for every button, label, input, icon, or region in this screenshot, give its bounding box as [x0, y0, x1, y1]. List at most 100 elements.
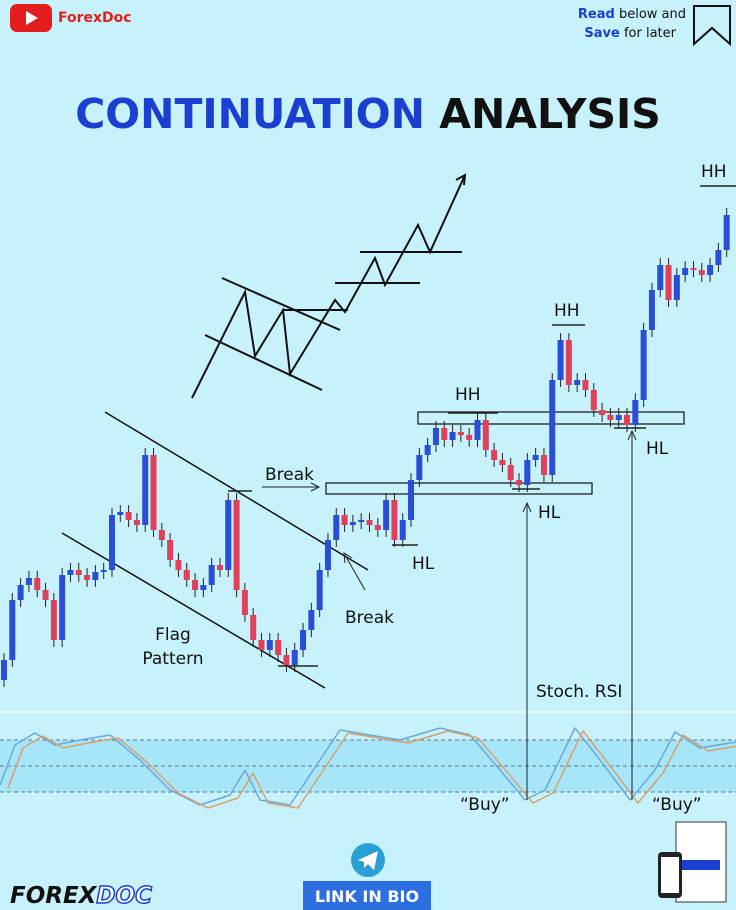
candle — [349, 522, 356, 525]
candle — [100, 570, 107, 572]
hl-label: HL — [412, 554, 435, 574]
hh-label: HH — [554, 301, 580, 321]
bookmark-icon — [693, 5, 731, 47]
flag-label: Pattern — [142, 649, 203, 669]
candle — [540, 455, 547, 475]
channel-line — [221, 277, 341, 331]
arrow-head — [627, 429, 637, 441]
candle — [9, 600, 16, 660]
candle — [399, 520, 406, 540]
candle — [408, 480, 415, 520]
candle — [723, 215, 730, 250]
candle — [416, 455, 423, 480]
candle — [516, 480, 523, 485]
candle — [150, 455, 157, 530]
candle — [715, 250, 722, 265]
candle — [640, 330, 647, 400]
link-button[interactable] — [303, 881, 431, 910]
candle — [192, 580, 199, 590]
title-part2: ANALYSIS — [439, 90, 661, 138]
logo-b: DOC — [96, 883, 152, 909]
candle — [324, 540, 331, 570]
stoch-d — [7, 730, 736, 809]
candle — [241, 590, 248, 615]
play-icon — [26, 11, 38, 25]
candle — [25, 578, 32, 585]
candle — [449, 432, 456, 440]
candle — [582, 380, 589, 390]
link-text[interactable]: LINK IN BIO — [315, 887, 419, 906]
channel-line — [204, 334, 323, 391]
candle — [441, 428, 448, 440]
candle — [391, 500, 398, 540]
candle — [283, 655, 290, 665]
zigzag — [191, 174, 466, 399]
candle — [590, 390, 597, 410]
candle — [466, 435, 473, 440]
candle — [657, 265, 664, 290]
arrow-head — [310, 482, 321, 492]
candle — [424, 445, 431, 455]
flag-label: Flag — [155, 625, 191, 645]
cta-strong: Read — [578, 7, 615, 22]
logo-a: FOREX — [10, 883, 98, 909]
candle — [707, 265, 714, 275]
candle — [175, 560, 182, 570]
candle — [275, 640, 282, 655]
candle — [607, 415, 614, 420]
title: CONTINUATION ANALYSIS — [75, 90, 661, 138]
candle — [557, 340, 564, 380]
candle — [142, 455, 149, 525]
candle — [474, 420, 481, 440]
candle — [108, 515, 115, 570]
candle — [624, 415, 631, 425]
arrow-head — [455, 173, 467, 186]
stoch-label: Stoch. RSI — [536, 682, 622, 702]
cta-text: for later — [624, 26, 677, 41]
candle — [648, 290, 655, 330]
candle — [225, 500, 232, 570]
buy-label: “Buy” — [460, 795, 510, 815]
candle — [482, 420, 489, 450]
candle — [67, 570, 74, 575]
candle — [233, 500, 240, 590]
candle — [565, 340, 572, 385]
candle — [358, 520, 365, 522]
arrow-head — [522, 501, 532, 513]
candle — [524, 460, 531, 485]
candle — [250, 615, 257, 640]
candle — [258, 640, 265, 650]
candle — [158, 530, 165, 540]
cta-line: Save for later — [584, 26, 676, 41]
candle — [125, 512, 132, 520]
candle — [167, 540, 174, 560]
channel-lower — [61, 532, 326, 689]
break-label: Break — [345, 608, 394, 628]
buy-label: “Buy” — [652, 795, 702, 815]
candle — [300, 630, 307, 650]
footer-logo: FOREXDOC — [10, 883, 152, 909]
candle — [491, 450, 498, 460]
stoch-levels — [0, 739, 736, 793]
hl-label: HL — [646, 439, 669, 459]
candle — [17, 585, 24, 600]
arrows — [228, 185, 736, 800]
break-label: Break — [265, 465, 314, 485]
candle — [341, 515, 348, 525]
candle — [532, 455, 539, 460]
candle — [59, 575, 66, 640]
hl-label: HL — [538, 503, 561, 523]
candle — [574, 380, 581, 385]
candle — [117, 512, 124, 515]
zone — [325, 482, 593, 495]
candle — [383, 500, 390, 530]
candle — [499, 460, 506, 465]
candle — [133, 520, 140, 525]
candle — [266, 640, 273, 650]
arrow — [344, 554, 366, 591]
arrow-head — [343, 552, 353, 564]
cta-line: Read below and — [578, 7, 686, 22]
candle — [615, 415, 622, 420]
candle — [682, 268, 689, 275]
